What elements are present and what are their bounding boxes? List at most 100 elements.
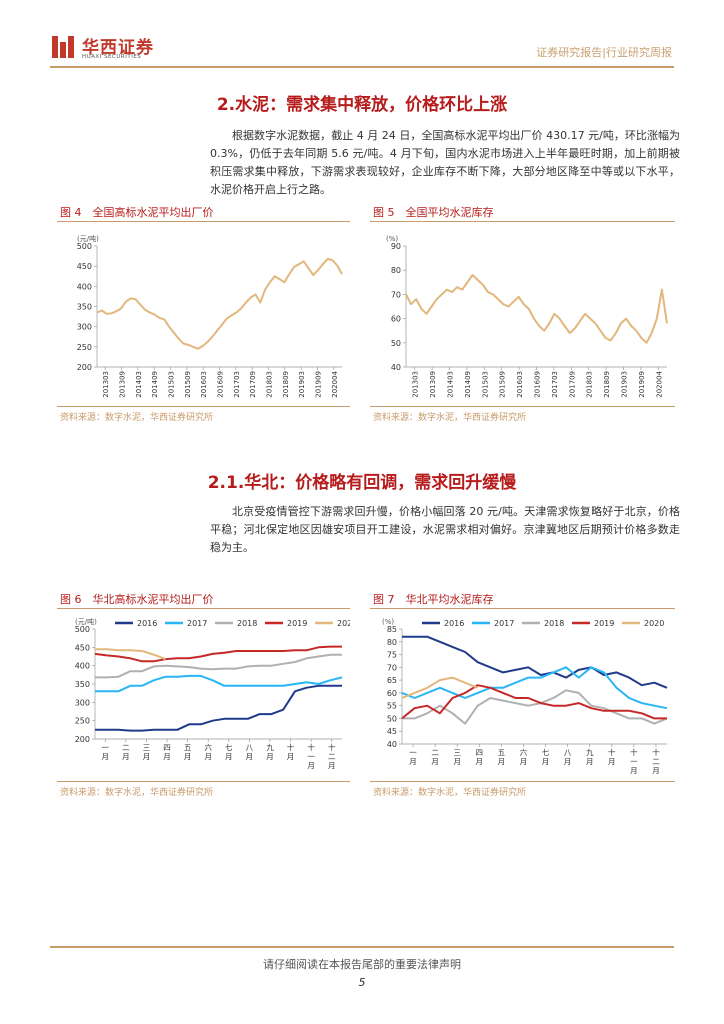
x-tick-label: 六月 (520, 747, 528, 766)
x-tick-label: 201303 (102, 371, 110, 398)
series-line-2016 (95, 684, 342, 732)
legend-label: 2020 (337, 619, 350, 628)
figure7-rule (370, 608, 675, 609)
series-line-2018 (95, 653, 342, 679)
y-tick-label: 75 (387, 651, 397, 660)
series-line-2019 (401, 684, 667, 720)
y-tick-label: 80 (391, 266, 401, 275)
x-tick-label: 201603 (516, 371, 524, 398)
y-tick-label: 80 (387, 638, 397, 647)
figure5-source: 资料来源：数字水泥，华西证券研究所 (373, 413, 527, 423)
x-tick-label: 二月 (431, 748, 439, 766)
x-tick-label: 十月 (287, 742, 295, 761)
series-line-2017 (401, 666, 668, 710)
x-tick-label: 八月 (246, 743, 254, 761)
x-tick-label: 201503 (168, 371, 176, 398)
series-line-2019 (94, 645, 342, 663)
figure4-source: 资料来源：数字水泥，华西证券研究所 (60, 413, 214, 423)
x-tick-label: 五月 (498, 748, 506, 766)
y-tick-label: 45 (387, 727, 397, 736)
y-tick-label: 250 (77, 343, 92, 352)
axis-unit-label: (元/吨) (75, 617, 97, 626)
x-tick-label: 一月 (409, 748, 417, 766)
x-tick-label: 八月 (564, 748, 572, 766)
y-tick-label: 500 (77, 242, 92, 251)
y-tick-label: 300 (75, 698, 90, 707)
y-tick-label: 70 (391, 290, 401, 299)
y-tick-label: 400 (75, 662, 90, 671)
x-tick-label: 201903 (298, 371, 306, 398)
x-tick-label: 201403 (135, 371, 143, 398)
x-tick-label: 201703 (233, 371, 241, 398)
section-paragraph-cement: 根据数字水泥数据，截止 4 月 24 日，全国高标水泥平均出厂价 430.17 … (210, 127, 680, 199)
x-tick-label: 三月 (453, 748, 461, 766)
chart-fig4: (元/吨)500 450 400 350 300 250 200 201303 201309 20… (77, 234, 343, 398)
figure4-bottom-rule (57, 406, 350, 407)
legend-label: 2018 (544, 619, 564, 628)
y-tick-label: 50 (391, 339, 401, 348)
x-tick-label: 201409 (464, 371, 472, 398)
x-tick-label: 十二月 (652, 747, 660, 775)
figure7-source: 资料来源：数字水泥，华西证券研究所 (373, 788, 527, 798)
legend-label: 2017 (494, 619, 514, 628)
section-paragraph-north-china: 北京受疫情管控下游需求回升慢，价格小幅回落 20 元/吨。天津需求恢复略好于北京… (210, 503, 680, 557)
series-line-2018 (402, 689, 668, 725)
x-tick-label: 九月 (586, 748, 594, 766)
y-tick-label: 85 (387, 625, 397, 634)
x-tick-label: 二月 (122, 743, 130, 761)
series-line-2017 (95, 674, 343, 693)
axis-unit-label: (%) (386, 235, 398, 243)
x-tick-label: 201309 (429, 371, 437, 398)
page-number: 5 (358, 976, 366, 989)
x-tick-label: 201509 (499, 371, 507, 398)
figure5-bottom-rule (370, 406, 675, 407)
y-tick-label: 250 (75, 717, 90, 726)
x-tick-label: 九月 (266, 743, 274, 761)
y-tick-label: 200 (75, 735, 90, 744)
footer-divider (50, 946, 674, 948)
huaxi-logo-icon (52, 36, 74, 58)
x-tick-label: 201803 (586, 371, 594, 398)
y-tick-label: 55 (387, 702, 397, 711)
figure7-bottom-rule (370, 781, 675, 782)
series-line-2020 (95, 648, 166, 661)
y-tick-label: 50 (387, 714, 397, 723)
x-tick-label: 201709 (249, 371, 257, 398)
y-tick-label: 450 (77, 262, 92, 271)
figure5-rule (370, 221, 675, 222)
x-tick-label: 七月 (542, 748, 550, 766)
series-line-main (405, 274, 668, 344)
x-tick-label: 四月 (476, 748, 484, 766)
logo-subtext: HUAXI SECURITIES (82, 54, 142, 60)
x-tick-label: 201603 (200, 371, 208, 398)
x-tick-label: 六月 (204, 742, 212, 761)
legend-label: 2016 (444, 619, 464, 628)
y-tick-label: 200 (77, 363, 92, 372)
x-tick-label: 201809 (282, 371, 290, 398)
figure6-source: 资料来源：数字水泥，华西证券研究所 (60, 788, 214, 798)
y-tick-label: 60 (387, 689, 397, 698)
legend-label: 2017 (187, 619, 207, 628)
x-tick-label: 十一月 (630, 747, 638, 775)
y-tick-label: 70 (387, 663, 397, 672)
x-tick-label: 五月 (184, 743, 192, 761)
x-tick-label: 202004 (331, 370, 339, 397)
x-tick-label: 201903 (621, 371, 629, 398)
y-tick-label: 90 (391, 242, 401, 251)
chart-fig7: (%)85 80 75 70 65 60 55 50 45 40 一月二月三月四月五月六月七月八月九… (382, 618, 668, 775)
x-tick-label: 十二月 (328, 742, 336, 770)
x-tick-label: 201909 (315, 371, 323, 398)
chart-fig5: (%)90 80 70 60 50 40 201303 201309 201403 201409 2… (386, 235, 668, 398)
figure6-title: 图 6 华北高标水泥平均出厂价 (60, 593, 214, 606)
footer-disclaimer: 请仔细阅读在本报告尾部的重要法律声明 (263, 958, 461, 971)
legend-label: 2018 (237, 619, 257, 628)
axis-unit-label: (%) (382, 618, 394, 626)
section-title-cement: 2.水泥：需求集中释放，价格环比上涨 (216, 95, 508, 115)
y-tick-label: 450 (75, 643, 90, 652)
series-line-main (96, 257, 343, 350)
x-tick-label: 201303 (412, 371, 420, 398)
y-tick-label: 40 (391, 363, 401, 372)
y-tick-label: 65 (387, 676, 397, 685)
x-tick-label: 201809 (603, 371, 611, 398)
axis-unit-label: (元/吨) (77, 234, 99, 243)
